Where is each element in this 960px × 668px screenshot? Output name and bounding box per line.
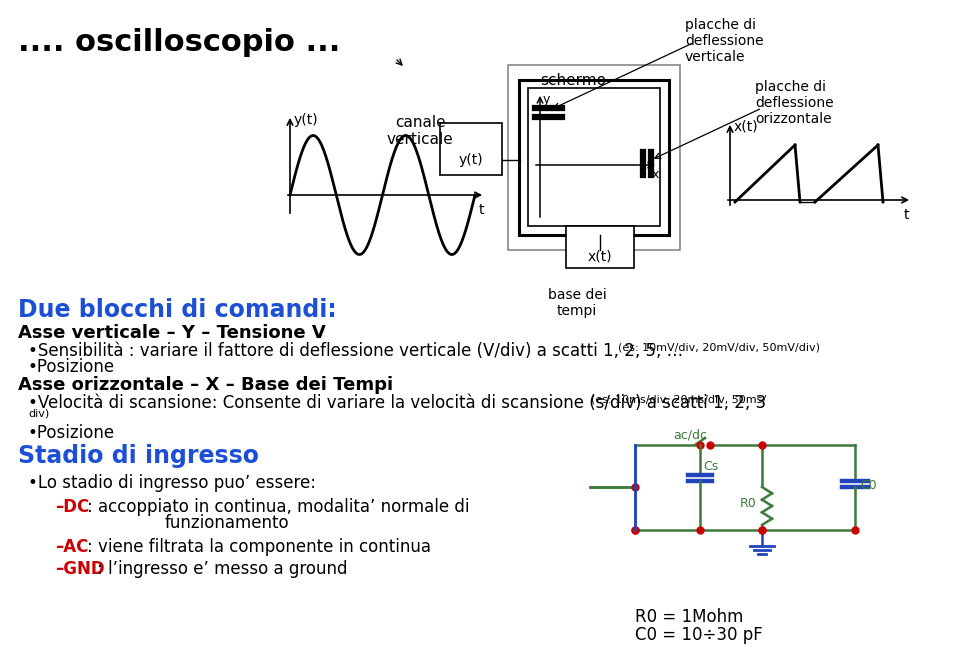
Text: R0 = 1Mohm: R0 = 1Mohm <box>635 608 743 626</box>
Text: t: t <box>479 203 485 217</box>
Text: Asse orizzontale – X – Base dei Tempi: Asse orizzontale – X – Base dei Tempi <box>18 376 394 394</box>
Text: y: y <box>543 93 550 106</box>
Text: (es: 10mV/div, 20mV/div, 50mV/div): (es: 10mV/div, 20mV/div, 50mV/div) <box>618 342 820 352</box>
Text: –AC: –AC <box>55 538 88 556</box>
Text: (es: 10ms/div, 20ms/div, 50ms/: (es: 10ms/div, 20ms/div, 50ms/ <box>591 394 766 404</box>
Text: –GND: –GND <box>55 560 105 578</box>
Text: •Sensibilità : variare il fattore di deflessione verticale (V/div) a scatti 1, 2: •Sensibilità : variare il fattore di def… <box>28 342 684 360</box>
Text: ac/dc: ac/dc <box>673 428 707 441</box>
Text: C0 = 10÷30 pF: C0 = 10÷30 pF <box>635 626 763 644</box>
Text: div): div) <box>28 408 49 418</box>
Text: R0: R0 <box>740 497 756 510</box>
Text: placche di
deflessione
verticale: placche di deflessione verticale <box>685 18 763 64</box>
Text: : viene filtrata la componente in continua: : viene filtrata la componente in contin… <box>87 538 431 556</box>
Text: placche di
deflessione
orizzontale: placche di deflessione orizzontale <box>755 80 833 126</box>
Text: Asse verticale – Y – Tensione V: Asse verticale – Y – Tensione V <box>18 324 325 342</box>
Text: x: x <box>652 168 660 181</box>
Text: x(t): x(t) <box>734 120 758 134</box>
Text: schermo: schermo <box>540 73 606 88</box>
Text: base dei
tempi: base dei tempi <box>547 288 607 318</box>
Text: canale
verticale: canale verticale <box>387 115 453 148</box>
Bar <box>566 226 634 268</box>
Text: y(t): y(t) <box>459 153 483 167</box>
Text: •Posizione: •Posizione <box>28 358 115 376</box>
Text: y(t): y(t) <box>294 113 319 127</box>
Text: C0: C0 <box>860 479 876 492</box>
Text: .... oscilloscopio ...: .... oscilloscopio ... <box>18 28 341 57</box>
Text: x(t): x(t) <box>588 250 612 264</box>
Bar <box>440 123 502 175</box>
Bar <box>528 88 660 226</box>
Text: •Velocità di scansione: Consente di variare la velocità di scansione (s/div) a s: •Velocità di scansione: Consente di vari… <box>28 394 772 412</box>
Text: : accoppiato in continua, modalita’ normale di: : accoppiato in continua, modalita’ norm… <box>87 498 469 516</box>
Bar <box>519 80 669 235</box>
Text: funzionamento: funzionamento <box>165 514 290 532</box>
Bar <box>508 65 680 250</box>
Text: Stadio di ingresso: Stadio di ingresso <box>18 444 259 468</box>
Text: Cs: Cs <box>703 460 718 473</box>
Text: : l’ingresso e’ messo a ground: : l’ingresso e’ messo a ground <box>97 560 348 578</box>
Text: •Posizione: •Posizione <box>28 424 115 442</box>
Text: t: t <box>904 208 909 222</box>
Text: Due blocchi di comandi:: Due blocchi di comandi: <box>18 298 337 322</box>
Text: –DC: –DC <box>55 498 89 516</box>
Text: •Lo stadio di ingresso puo’ essere:: •Lo stadio di ingresso puo’ essere: <box>28 474 316 492</box>
